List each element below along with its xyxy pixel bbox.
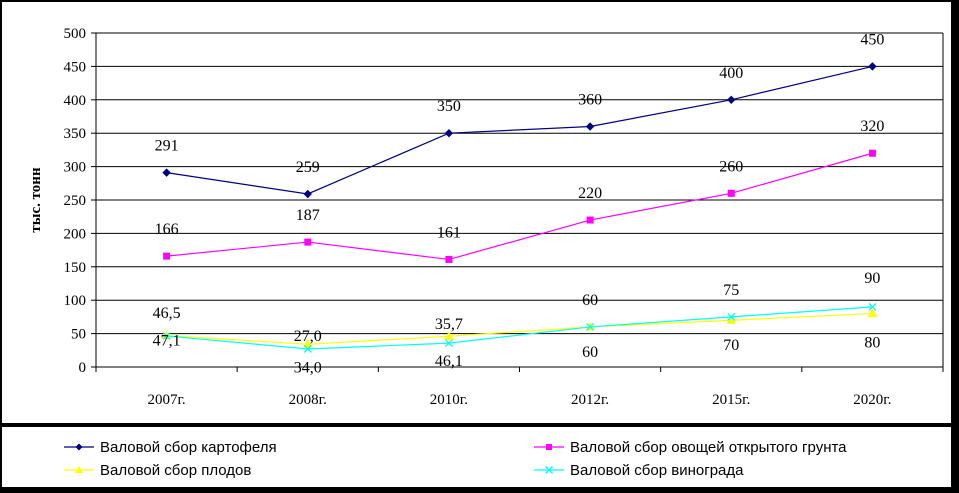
- data-label: 291: [155, 138, 179, 155]
- plot-panel: 0 50 100 150 200 250 300 350 400 450 500 2007г. 2008…: [2, 2, 951, 423]
- data-label: 46,1: [435, 353, 463, 370]
- data-point-stroke: [868, 302, 877, 311]
- y-tick-label: 300: [64, 160, 87, 176]
- data-label: 400: [719, 65, 743, 82]
- data-label: 80: [864, 335, 880, 352]
- data-point-stroke: [586, 322, 595, 331]
- data-point: [868, 149, 876, 157]
- data-label: 161: [437, 224, 461, 241]
- y-tick-label: 450: [64, 59, 87, 75]
- data-point: [586, 216, 594, 224]
- data-point-stroke: [162, 331, 171, 340]
- data-point: [444, 331, 454, 340]
- x-tick-label: 2010г.: [430, 392, 468, 408]
- legend-label: Валовой сбор винограда: [570, 461, 744, 479]
- data-point-stroke: [303, 345, 312, 353]
- legend-item: Валовой сбор овощей открытого грунта: [532, 437, 847, 457]
- legend-swatch: [64, 466, 94, 473]
- legend-label: Валовой сбор картофеля: [100, 438, 277, 456]
- data-point-stroke: [727, 312, 736, 321]
- data-point: [162, 168, 171, 177]
- data-label: 220: [578, 185, 602, 202]
- x-tick-label: 2012г.: [571, 392, 609, 408]
- legend-item: Валовой сбор картофеля: [62, 437, 277, 457]
- y-tick-label: 400: [64, 93, 87, 109]
- data-point: [868, 62, 877, 71]
- data-label: 90: [864, 270, 880, 287]
- data-label: 187: [296, 207, 320, 224]
- x-tick-label: 2020г.: [853, 392, 891, 408]
- data-label: 34,0: [294, 359, 322, 376]
- data-label: 450: [860, 31, 884, 48]
- line-chart: 0 50 100 150 200 250 300 350 400 450 500 2007г. 2008…: [28, 26, 944, 408]
- data-label: 166: [155, 221, 179, 238]
- legend-swatch: [534, 466, 564, 474]
- legend-swatch: [534, 444, 564, 450]
- data-label: 27,0: [294, 328, 322, 345]
- data-point: [163, 252, 171, 260]
- data-point: [727, 95, 736, 105]
- y-axis-label: тыс. тонн: [28, 167, 44, 233]
- data-point: [727, 189, 735, 197]
- data-point: [444, 128, 454, 138]
- data-label: 360: [578, 92, 602, 109]
- y-tick-label: 0: [79, 360, 87, 376]
- legend-label: Валовой сбор плодов: [100, 461, 252, 479]
- series-line-3: [166, 312, 873, 345]
- data-label: 260: [719, 158, 743, 175]
- series-line-4: [166, 306, 873, 350]
- data-point: [445, 255, 453, 263]
- y-tick-label: 100: [64, 293, 87, 309]
- data-point: [867, 308, 878, 318]
- data-label: 75: [723, 282, 739, 299]
- legend-label: Валовой сбор овощей открытого грунта: [570, 438, 847, 456]
- y-tick-label: 200: [64, 226, 87, 242]
- data-point: [302, 339, 313, 348]
- data-point: [303, 189, 312, 199]
- data-label: 60: [582, 292, 598, 309]
- data-label: 46,5: [153, 305, 181, 322]
- legend-swatch: [64, 443, 94, 451]
- data-label: 70: [723, 337, 739, 354]
- data-point: [304, 238, 312, 246]
- x-tick-label: 2008г.: [289, 392, 327, 408]
- data-label: 60: [582, 344, 598, 361]
- data-label: 320: [860, 118, 884, 135]
- data-label: 47,1: [153, 333, 181, 350]
- y-tick-label: 150: [64, 260, 87, 276]
- data-label: 259: [296, 159, 320, 176]
- data-point-stroke: [444, 339, 453, 348]
- data-point: [585, 122, 595, 131]
- x-tick-label: 2007г.: [147, 392, 185, 408]
- y-tick-label: 50: [71, 327, 86, 343]
- data-label: 35,7: [435, 316, 463, 333]
- series-line-2: [166, 152, 873, 261]
- legend-item: Валовой сбор винограда: [532, 460, 743, 480]
- legend-item: Валовой сбор плодов: [62, 460, 251, 480]
- y-tick-label: 500: [64, 26, 87, 42]
- data-label: 350: [437, 98, 461, 115]
- series-line-1: [166, 65, 873, 195]
- x-tick-label: 2015г.: [712, 392, 750, 408]
- legend: Валовой сбор картофеля Валовой сбор овоще…: [2, 427, 951, 487]
- y-tick-label: 350: [64, 126, 87, 142]
- y-tick-label: 250: [64, 193, 87, 209]
